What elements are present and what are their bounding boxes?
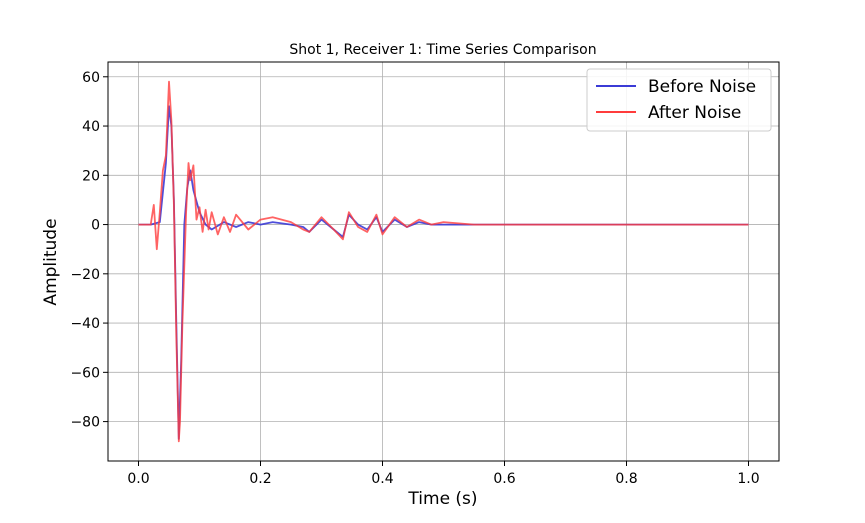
legend-label-before-noise: Before Noise	[648, 77, 756, 97]
legend-box	[586, 68, 772, 132]
y-axis-label: Amplitude	[41, 218, 61, 305]
y-tick-label: 0	[91, 218, 100, 234]
series-line-after-noise	[138, 80, 749, 443]
x-tick-label: 0.2	[249, 471, 271, 487]
plot-area-frame	[107, 61, 780, 462]
x-tick-label: 0.0	[127, 471, 149, 487]
series-line-before-noise	[138, 105, 749, 440]
x-tick-label: 0.8	[615, 471, 637, 487]
axis-ticks: 0.0 0.2 0.4 0.6 0.8 1.0 60 40 20 0 −20 −40 −60 −80	[70, 70, 759, 487]
chart-title: Shot 1, Receiver 1: Time Series Comparis…	[289, 42, 596, 58]
y-tick-label: −60	[70, 365, 100, 381]
x-axis-label: Time (s)	[407, 489, 477, 509]
y-tick-label: 20	[82, 168, 100, 184]
y-tick-label: 60	[82, 70, 100, 86]
y-tick-label: 40	[82, 119, 100, 135]
x-tick-label: 0.4	[371, 471, 393, 487]
legend-label-after-noise: After Noise	[648, 103, 741, 123]
y-tick-label: −20	[70, 267, 100, 283]
y-tick-label: −40	[70, 316, 100, 332]
y-tick-label: −80	[70, 415, 100, 431]
x-tick-label: 1.0	[737, 471, 759, 487]
series-lines	[138, 80, 749, 443]
legend: Before Noise After Noise	[586, 68, 772, 132]
x-tick-label: 0.6	[493, 471, 515, 487]
